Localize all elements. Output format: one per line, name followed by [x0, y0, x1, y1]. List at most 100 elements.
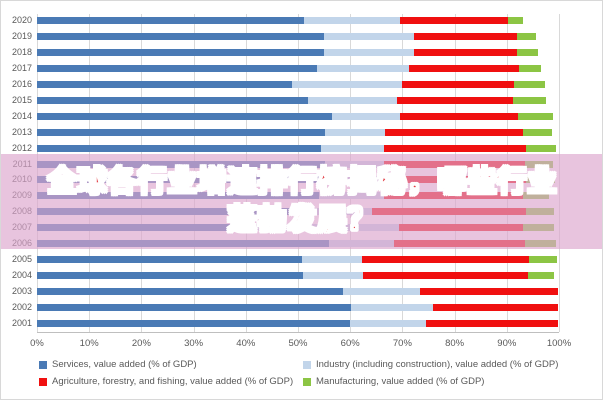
- bar-row: [37, 303, 559, 311]
- bar-segment: [425, 319, 559, 327]
- bar-row: [37, 33, 536, 41]
- bar-row: [37, 319, 559, 327]
- bar-segment: [362, 271, 528, 279]
- bar-row: [37, 144, 556, 152]
- year-label: 2002: [11, 301, 32, 312]
- legend-swatch: [303, 377, 311, 386]
- year-label: 2018: [11, 47, 32, 58]
- chart-legend: Services, value added (% of GDP) Industry…: [39, 359, 558, 387]
- year-label: 2014: [11, 110, 32, 121]
- bar-segment: [413, 49, 518, 57]
- bar-segment: [433, 303, 559, 311]
- bar-row: [37, 96, 546, 104]
- bar-segment: [517, 112, 553, 120]
- bar-segment: [362, 255, 530, 263]
- x-tick-label: 50%: [288, 338, 308, 349]
- bar-segment: [343, 287, 420, 295]
- bar-segment: [316, 65, 409, 73]
- legend-label: Agriculture, forestry, and fishing, valu…: [52, 376, 294, 387]
- bar-segment: [349, 319, 426, 327]
- page-title-line2: 蓬勃发展？: [227, 203, 378, 237]
- x-tick-label: 90%: [497, 338, 517, 349]
- bar-segment: [324, 49, 414, 57]
- bar-segment: [37, 17, 305, 25]
- year-label: 2016: [11, 79, 32, 90]
- bar-row: [37, 271, 555, 279]
- legend-item: Industry (including construction), value…: [303, 359, 558, 370]
- bar-segment: [522, 128, 553, 136]
- legend-swatch: [39, 360, 47, 369]
- bar-segment: [324, 128, 386, 136]
- year-label: 2001: [11, 317, 32, 328]
- bar-segment: [324, 33, 414, 41]
- legend-swatch: [39, 377, 47, 386]
- bar-segment: [383, 144, 527, 152]
- bar-segment: [396, 96, 514, 104]
- x-tick-label: 0%: [30, 338, 44, 349]
- bar-segment: [413, 33, 518, 41]
- bar-row: [37, 255, 558, 263]
- bar-row: [37, 65, 542, 73]
- bar-segment: [37, 81, 293, 89]
- x-tick-label: 40%: [236, 338, 256, 349]
- bar-segment: [529, 255, 558, 263]
- bar-segment: [399, 112, 518, 120]
- year-label: 2012: [11, 142, 32, 153]
- year-label: 2019: [11, 31, 32, 42]
- bar-segment: [37, 49, 325, 57]
- bar-segment: [37, 112, 332, 120]
- bar-segment: [37, 96, 309, 104]
- page-title: 全球各行业增速排行榜揭秘，哪些行业: [47, 165, 558, 199]
- bar-segment: [351, 303, 434, 311]
- bar-segment: [37, 271, 304, 279]
- bar-row: [37, 128, 553, 136]
- bar-segment: [526, 144, 556, 152]
- legend-label: Industry (including construction), value…: [316, 359, 559, 370]
- bar-segment: [37, 65, 317, 73]
- bar-segment: [292, 81, 402, 89]
- bar-segment: [399, 17, 509, 25]
- bar-segment: [514, 81, 545, 89]
- x-tick-label: 30%: [184, 338, 204, 349]
- bar-segment: [385, 128, 523, 136]
- year-label: 2003: [11, 285, 32, 296]
- bar-segment: [308, 96, 397, 104]
- title-watermark-band: 全球各行业增速排行榜揭秘，哪些行业 蓬勃发展？: [1, 154, 602, 249]
- bar-segment: [408, 65, 520, 73]
- bar-row: [37, 112, 553, 120]
- bar-segment: [401, 81, 515, 89]
- bar-row: [37, 17, 523, 25]
- bar-segment: [320, 144, 384, 152]
- year-label: 2004: [11, 269, 32, 280]
- bar-segment: [303, 271, 363, 279]
- legend-item: Agriculture, forestry, and fishing, valu…: [39, 376, 303, 387]
- bar-segment: [527, 271, 555, 279]
- bar-segment: [37, 287, 344, 295]
- bar-segment: [37, 144, 321, 152]
- bar-segment: [37, 128, 325, 136]
- legend-item: Services, value added (% of GDP): [39, 359, 303, 370]
- x-tick-label: 60%: [340, 338, 360, 349]
- bar-segment: [304, 17, 400, 25]
- bar-segment: [419, 287, 559, 295]
- bar-segment: [508, 17, 523, 25]
- bar-segment: [513, 96, 546, 104]
- bar-row: [37, 287, 559, 295]
- legend-item: Manufacturing, value added (% of GDP): [303, 376, 558, 387]
- x-tick-label: 100%: [546, 338, 572, 349]
- bar-row: [37, 81, 545, 89]
- bar-segment: [37, 319, 350, 327]
- x-tick-label: 10%: [79, 338, 99, 349]
- year-label: 2017: [11, 63, 32, 74]
- bar-row: [37, 49, 539, 57]
- legend-swatch: [303, 360, 311, 369]
- bar-segment: [331, 112, 400, 120]
- bar-segment: [517, 49, 539, 57]
- bar-segment: [519, 65, 542, 73]
- year-label: 2005: [11, 253, 32, 264]
- bar-segment: [302, 255, 363, 263]
- bar-segment: [37, 255, 303, 263]
- year-label: 2015: [11, 94, 32, 105]
- bar-segment: [37, 303, 352, 311]
